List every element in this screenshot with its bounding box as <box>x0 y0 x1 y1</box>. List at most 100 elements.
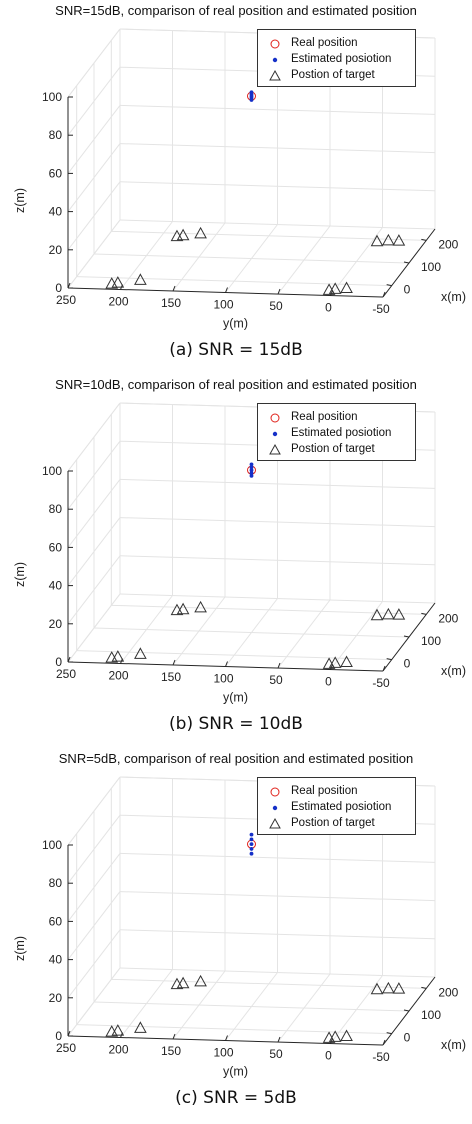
grid-lines <box>67 402 436 672</box>
axes: 0 20 40 60 80 100 250 200 150 100 50 0 -50 0 100 200 z(m… <box>13 838 466 1079</box>
y-tick-label: -50 <box>372 1050 390 1064</box>
figure-caption: (c) SNR = 5dB <box>175 1088 297 1108</box>
z-tick-label: 60 <box>49 540 63 554</box>
y-tick-label: 0 <box>325 1049 332 1063</box>
y-tick <box>67 656 71 663</box>
chart-title: SNR=5dB, comparison of real position and… <box>58 751 414 766</box>
target-marker <box>370 234 384 247</box>
x-tick <box>386 284 392 287</box>
x-axis-label: x(m) <box>441 664 466 678</box>
target-marker <box>382 981 395 994</box>
z-axis-label: z(m) <box>13 188 27 213</box>
z-axis-label: z(m) <box>13 936 27 961</box>
z-tick-label: 100 <box>42 464 62 478</box>
dot-marker-icon <box>272 57 278 63</box>
y-tick <box>277 288 281 295</box>
target-marker <box>134 647 147 659</box>
estimated-position-marker <box>249 837 254 842</box>
triangle-marker-icon <box>269 443 281 455</box>
legend-label: Real position <box>291 37 358 49</box>
triangle-marker-icon <box>269 69 281 81</box>
x-tick-label: 100 <box>421 1008 441 1022</box>
y-tick <box>225 1035 228 1041</box>
chart-title: SNR=15dB, comparison of real position an… <box>55 3 417 18</box>
estimated-position-marker <box>249 471 254 475</box>
chart-panel-a: 0 20 40 60 80 100 250 200 150 100 50 0 -50 0 100 200 z(m… <box>0 0 472 374</box>
legend-item-estimated: Estimated posiotion <box>258 426 417 443</box>
top-left-edge <box>67 28 121 98</box>
legend-item-real: Real position <box>258 410 417 427</box>
y-tick-label: -50 <box>372 302 390 316</box>
x-tick-label: 200 <box>438 985 458 999</box>
x-tick-label: 0 <box>404 1031 411 1045</box>
chart-svg-a: 0 20 40 60 80 100 250 200 150 100 50 0 -50 0 100 200 z(m… <box>13 28 466 331</box>
target-marker <box>105 1025 119 1037</box>
gridline-x <box>76 650 392 661</box>
x-tick <box>403 635 410 638</box>
y-tick <box>172 285 176 292</box>
gridline-x <box>76 1024 392 1035</box>
legend-label: Postion of target <box>291 443 375 455</box>
x-axis-label: x(m) <box>441 1038 466 1052</box>
y-tick <box>382 291 386 298</box>
z-tick-label: 60 <box>49 166 63 180</box>
z-tick-label: 20 <box>49 991 63 1005</box>
x-axis-label: x(m) <box>441 290 466 304</box>
x-tick-label: 100 <box>421 260 441 274</box>
y-tick-label: 150 <box>161 670 181 684</box>
data-marks <box>105 90 406 295</box>
data-marks <box>105 832 406 1043</box>
chart-svg-c: 0 20 40 60 80 100 250 200 150 100 50 0 -50 0 100 200 z(m… <box>13 776 466 1079</box>
legend-item-estimated: Estimated posiotion <box>258 52 417 69</box>
chart-panel-b: 0 20 40 60 80 100 250 200 150 100 50 0 -50 0 100 200 z(m… <box>0 374 472 748</box>
z-tick-label: 0 <box>55 281 62 295</box>
gridline-x <box>93 253 410 264</box>
legend-label: Estimated posiotion <box>291 427 392 439</box>
legend: Real position Estimated posiotion Postio… <box>257 29 416 87</box>
legend-label: Postion of target <box>291 69 375 81</box>
figure-caption: (b) SNR = 10dB <box>169 714 303 734</box>
x-tick-label: 200 <box>438 611 458 625</box>
target-marker <box>392 608 406 620</box>
axes: 0 20 40 60 80 100 250 200 150 100 50 0 -50 0 100 200 z(m… <box>13 464 466 705</box>
z-tick-label: 20 <box>49 617 63 631</box>
gridline-x <box>111 230 427 241</box>
target-marker <box>176 228 190 241</box>
legend-label: Real position <box>291 411 358 423</box>
chart-panel-c: 0 20 40 60 80 100 250 200 150 100 50 0 -50 0 100 200 z(m… <box>0 748 472 1122</box>
y-tick-label: 100 <box>213 298 233 312</box>
y-tick-label: -50 <box>372 676 390 690</box>
dot-marker-icon <box>272 805 278 811</box>
dot-marker-icon <box>272 431 278 437</box>
y-tick-label: 250 <box>56 1041 76 1055</box>
legend-label: Estimated posiotion <box>291 801 392 813</box>
target-marker <box>194 974 207 987</box>
target-marker <box>328 282 342 294</box>
y-tick-label: 0 <box>325 675 332 689</box>
target-marker <box>105 651 119 663</box>
y-tick <box>382 1039 386 1046</box>
y-tick <box>225 661 228 667</box>
gridline-x <box>76 276 392 287</box>
figure-caption: (a) SNR = 15dB <box>169 340 303 360</box>
target-marker <box>111 1024 125 1036</box>
target-marker <box>111 276 125 288</box>
estimated-position-marker <box>249 468 254 473</box>
top-left-edge <box>67 402 121 472</box>
x-tick <box>386 658 392 661</box>
circle-marker-icon <box>270 413 280 423</box>
y-tick-label: 0 <box>325 301 332 315</box>
y-tick <box>277 1036 281 1043</box>
z-tick-label: 0 <box>55 655 62 669</box>
z-tick-label: 40 <box>49 579 63 593</box>
target-marker <box>370 608 384 621</box>
target-marker <box>170 229 184 242</box>
gridline-x <box>111 978 427 989</box>
z-tick-label: 0 <box>55 1029 62 1043</box>
x-tick <box>421 238 427 241</box>
x-tick-label: 0 <box>404 657 411 671</box>
x-tick-label: 200 <box>438 237 458 251</box>
data-marks <box>105 462 406 669</box>
estimated-position-marker <box>249 851 254 856</box>
z-tick-label: 20 <box>49 243 63 257</box>
